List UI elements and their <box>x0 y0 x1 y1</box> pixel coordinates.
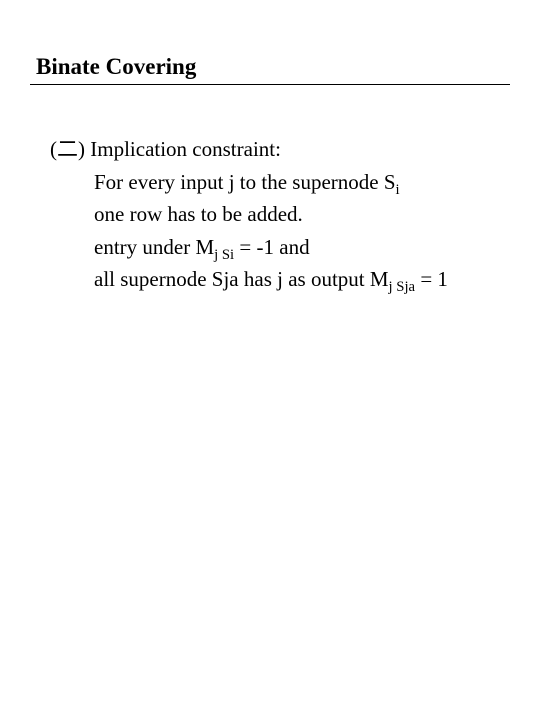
line-4-text-b: = -1 and <box>234 235 309 259</box>
line-5-text-b: = 1 <box>415 267 448 291</box>
line-4-sub: j Si <box>214 247 234 263</box>
line-1: (二) Implication constraint: <box>50 133 510 166</box>
line-2-text: For every input j to the supernode S <box>94 170 396 194</box>
line-3-text: one row has to be added. <box>94 202 303 226</box>
line-5-text-a: all supernode Sja has j as output M <box>94 267 389 291</box>
line-4-text-a: entry under M <box>94 235 214 259</box>
line-1-text: Implication constraint: <box>90 137 281 161</box>
line-5-sub: j Sja <box>389 279 416 295</box>
title-container: Binate Covering <box>30 54 510 85</box>
line-5: all supernode Sja has j as output Mj Sja… <box>50 263 510 296</box>
page-title: Binate Covering <box>36 54 196 79</box>
content-block: (二) Implication constraint: For every in… <box>30 133 510 296</box>
bullet-marker: (二) <box>50 133 85 166</box>
line-2: For every input j to the supernode Si <box>50 166 510 199</box>
line-3: one row has to be added. <box>50 198 510 231</box>
line-4: entry under Mj Si = -1 and <box>50 231 510 264</box>
line-2-sub: i <box>396 182 400 198</box>
